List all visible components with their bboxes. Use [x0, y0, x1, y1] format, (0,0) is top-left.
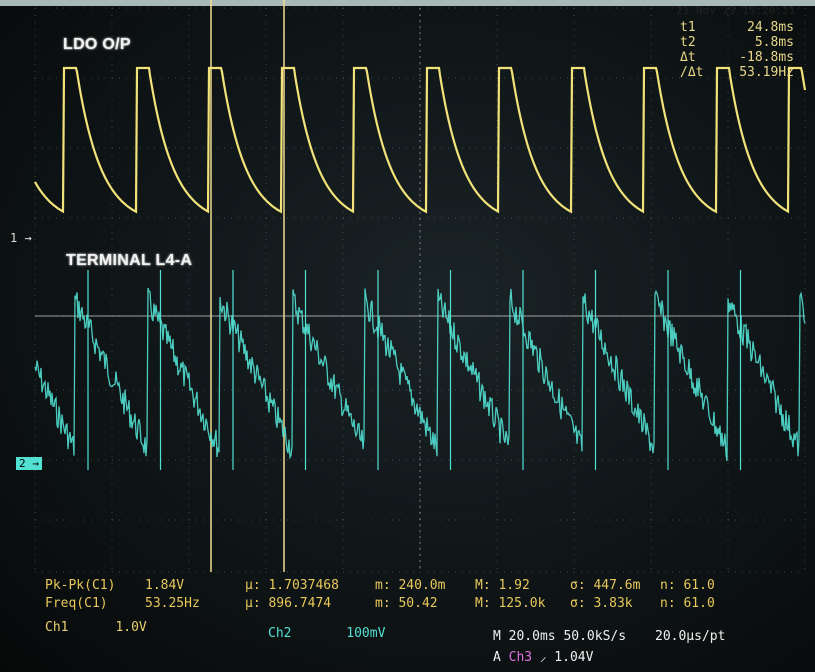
cursor-readout: t1 24.8ms t2 5.8ms Δt -18.8ms /Δt 53.19Hz: [680, 20, 800, 80]
ch2-marker-text: 2: [19, 457, 26, 470]
trigger-level: 1.04V: [554, 650, 594, 665]
inv-dt-label: /Δt: [680, 65, 704, 80]
datetime: 21 Nov 19 15:20:21: [676, 4, 796, 17]
meas1-min: m: 240.0m: [375, 578, 446, 593]
ch2-waveform: [34, 287, 806, 462]
meas1-mean: μ: 1.7037468: [245, 578, 339, 593]
trigger-a: A: [493, 650, 501, 665]
meas1-value: 1.84V: [145, 578, 185, 593]
dt-label: Δt: [680, 50, 696, 65]
measurement-row-1: Pk-Pk(C1) 1.84V μ: 1.7037468 m: 240.0m M: 1.…: [45, 578, 715, 594]
measurement-row-2: Freq(C1) 53.25Hz μ: 896.7474 m: 50.42 M: 125…: [45, 596, 715, 612]
meas2-min: m: 50.42: [375, 596, 438, 611]
ch1-scale: 1.0V: [115, 620, 147, 635]
meas1-count: n: 61.0: [660, 578, 715, 593]
meas2-max: M: 125.0k: [475, 596, 546, 611]
ch2-status[interactable]: Ch2 100mV: [268, 626, 385, 641]
trigger-slope-icon: ⸝: [539, 650, 547, 665]
ch2-label: TERMINAL L4-A: [66, 252, 193, 269]
meas1-name: Pk-Pk(C1): [45, 578, 116, 593]
meas2-name: Freq(C1): [45, 596, 108, 611]
trigger-channel: Ch3: [508, 650, 533, 665]
trigger-status[interactable]: A Ch3 ⸝ 1.04V: [493, 647, 593, 665]
meas1-max: M: 1.92: [475, 578, 530, 593]
ch1-ground-marker[interactable]: 1 →: [10, 231, 32, 245]
ch2-scale: 100mV: [346, 626, 386, 641]
meas2-count: n: 61.0: [660, 596, 715, 611]
resolution-status: 20.0μs/pt: [655, 629, 726, 644]
ch2-status-name: Ch2: [268, 626, 292, 641]
ch1-waveform: [34, 66, 807, 214]
t1-value: 24.8ms: [747, 20, 794, 35]
header-strip: [0, 0, 815, 6]
t2-label: t2: [680, 35, 696, 50]
meas2-sigma: σ: 3.83k: [570, 596, 633, 611]
timebase-status[interactable]: M 20.0ms 50.0kS/s: [493, 629, 627, 644]
ch1-label: LDO O/P: [63, 36, 131, 53]
inv-dt-value: 53.19Hz: [739, 65, 794, 80]
ch1-marker-text: 1: [10, 231, 18, 245]
ch1-status[interactable]: Ch1 1.0V: [45, 620, 147, 635]
meas2-mean: μ: 896.7474: [245, 596, 332, 611]
meas2-value: 53.25Hz: [145, 596, 200, 611]
ch2-ground-marker[interactable]: 2 →: [16, 457, 42, 470]
t2-value: 5.8ms: [754, 35, 794, 50]
meas1-sigma: σ: 447.6m: [570, 578, 641, 593]
dt-value: -18.8ms: [739, 50, 794, 65]
t1-label: t1: [680, 20, 696, 35]
ch1-status-name: Ch1: [45, 620, 69, 635]
